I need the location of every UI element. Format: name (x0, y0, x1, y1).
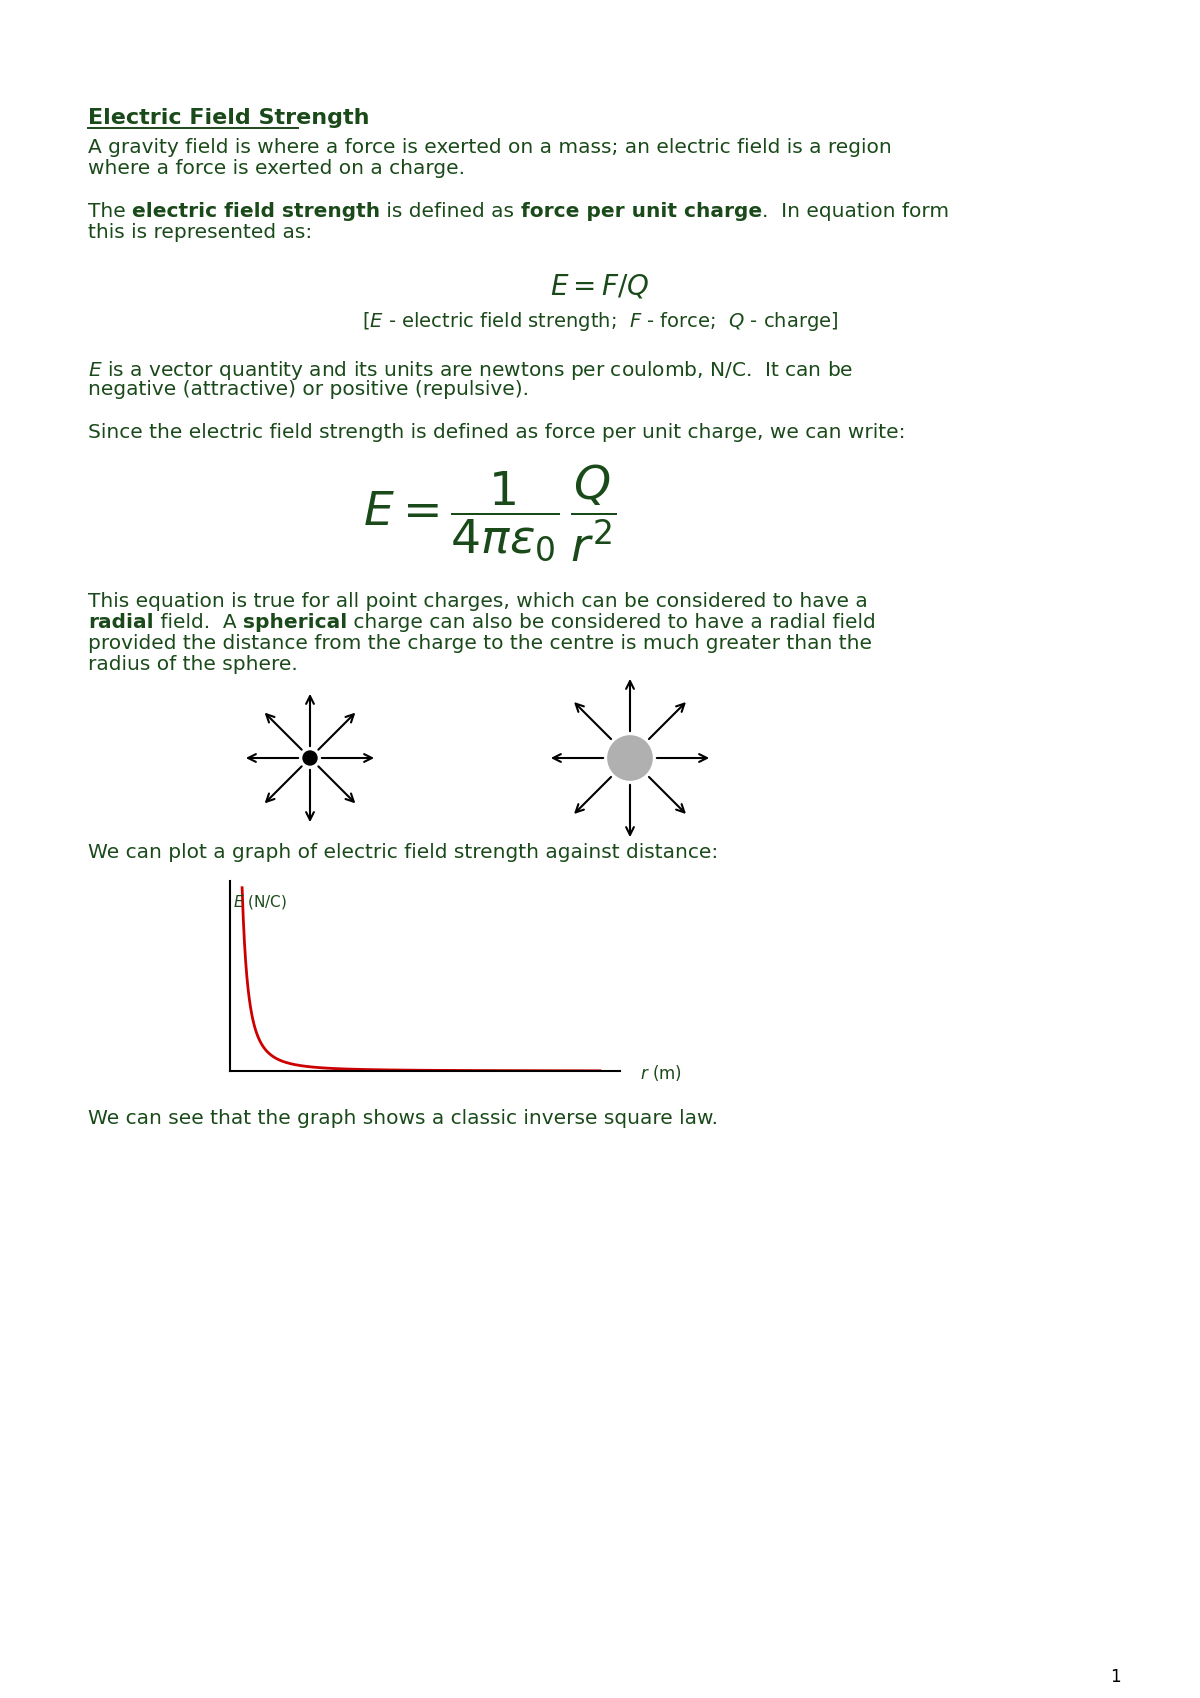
Text: is defined as: is defined as (380, 202, 521, 221)
Text: The: The (88, 202, 132, 221)
Circle shape (608, 735, 652, 779)
Text: field.  A: field. A (154, 613, 242, 632)
Text: electric field strength: electric field strength (132, 202, 380, 221)
Text: $\mathit{E}$ is a vector quantity and its units are newtons per coulomb, N/C.  I: $\mathit{E}$ is a vector quantity and it… (88, 358, 853, 382)
Text: $E = F/Q$: $E = F/Q$ (550, 272, 650, 301)
Text: this is represented as:: this is represented as: (88, 222, 312, 243)
Text: charge can also be considered to have a radial field: charge can also be considered to have a … (347, 613, 876, 632)
Text: negative (attractive) or positive (repulsive).: negative (attractive) or positive (repul… (88, 380, 529, 399)
Text: radial: radial (88, 613, 154, 632)
Text: [$E$ - electric field strength;  $F$ - force;  $\mathit{Q}$ - charge]: [$E$ - electric field strength; $F$ - fo… (361, 311, 839, 333)
Text: We can plot a graph of electric field strength against distance:: We can plot a graph of electric field st… (88, 842, 719, 863)
Text: $E = \dfrac{1}{4\pi\varepsilon_0}\,\dfrac{Q}{r^2}$: $E = \dfrac{1}{4\pi\varepsilon_0}\,\dfra… (364, 462, 617, 564)
Text: spherical: spherical (242, 613, 347, 632)
Circle shape (302, 751, 317, 766)
Text: This equation is true for all point charges, which can be considered to have a: This equation is true for all point char… (88, 593, 868, 611)
Text: .  In equation form: . In equation form (762, 202, 949, 221)
Text: $r$ (m): $r$ (m) (640, 1063, 682, 1083)
Text: A gravity field is where a force is exerted on a mass; an electric field is a re: A gravity field is where a force is exer… (88, 138, 892, 156)
Text: We can see that the graph shows a classic inverse square law.: We can see that the graph shows a classi… (88, 1109, 718, 1127)
Text: Electric Field Strength: Electric Field Strength (88, 109, 370, 127)
Text: force per unit charge: force per unit charge (521, 202, 762, 221)
Text: 1: 1 (1110, 1667, 1121, 1686)
Text: where a force is exerted on a charge.: where a force is exerted on a charge. (88, 160, 466, 178)
Text: $E$ (N/C): $E$ (N/C) (233, 893, 288, 910)
Text: radius of the sphere.: radius of the sphere. (88, 655, 298, 674)
Text: Since the electric field strength is defined as force per unit charge, we can wr: Since the electric field strength is def… (88, 423, 906, 441)
Text: provided the distance from the charge to the centre is much greater than the: provided the distance from the charge to… (88, 633, 872, 654)
